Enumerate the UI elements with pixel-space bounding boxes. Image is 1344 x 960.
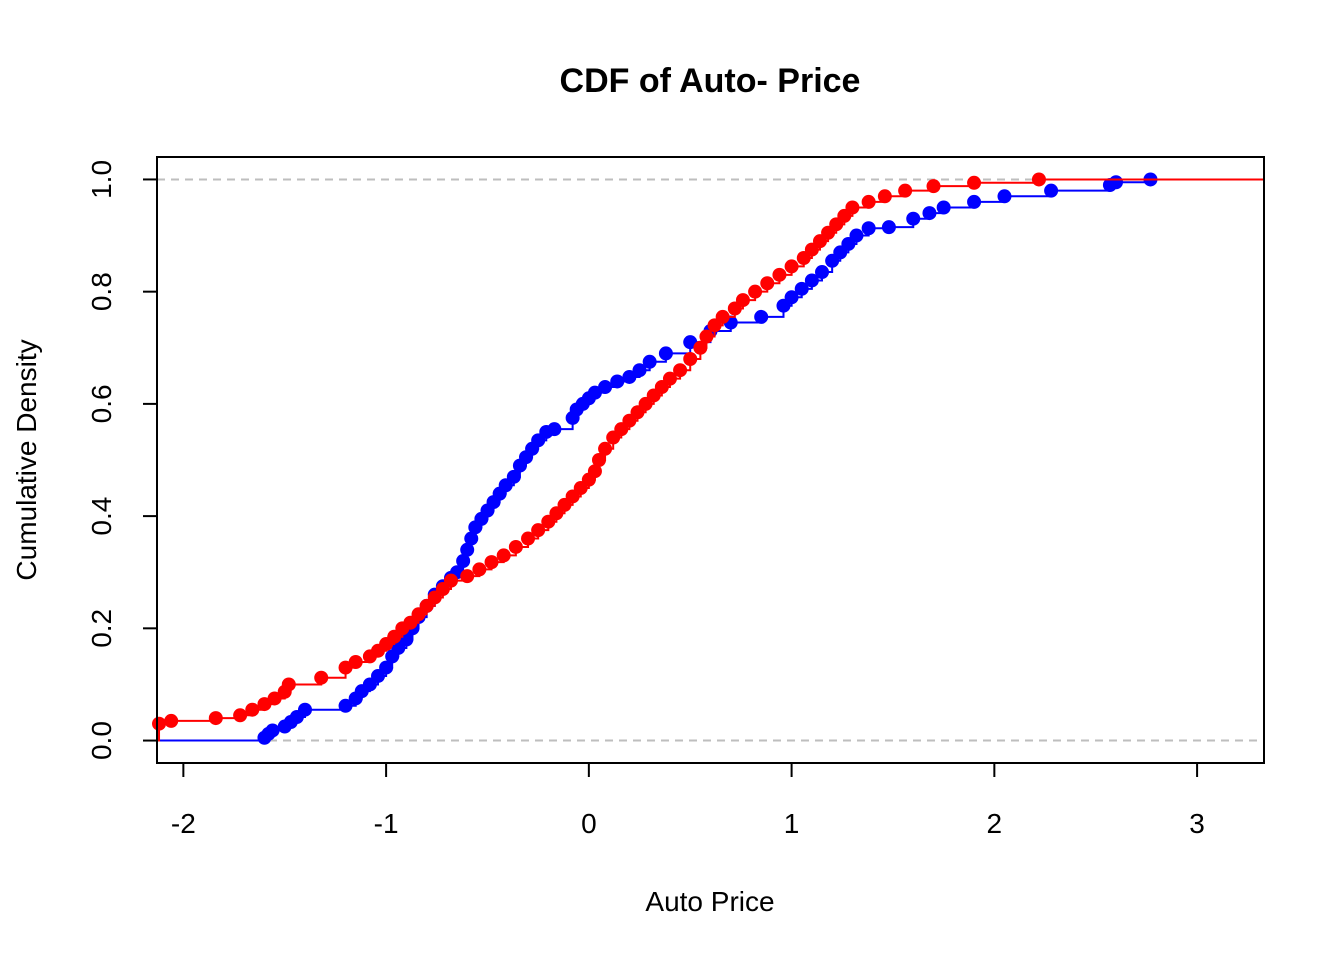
series-1-point-22 — [443, 573, 458, 588]
series-0-point-72 — [1108, 175, 1123, 190]
series-0-step-line — [157, 178, 1264, 742]
series-1-point-24 — [472, 562, 487, 577]
series-1-point-57 — [772, 267, 787, 282]
series-0-point-44 — [598, 380, 613, 395]
plot-frame — [156, 156, 1265, 764]
series-1-point-38 — [598, 441, 613, 456]
series-1-point-70 — [967, 175, 982, 190]
x-tick-label-0: -2 — [171, 808, 196, 839]
series-0-point-70 — [1044, 183, 1059, 198]
series-layer — [152, 172, 1264, 745]
series-1-point-55 — [748, 284, 763, 299]
series-1-point-50 — [699, 329, 714, 344]
series-1-point-46 — [662, 371, 677, 386]
series-1-point-65 — [845, 200, 860, 215]
x-tick-label-3: 1 — [784, 808, 800, 839]
series-0-point-65 — [906, 211, 921, 226]
series-1-point-1 — [164, 713, 179, 728]
series-1-point-23 — [460, 569, 475, 584]
series-1-point-49 — [693, 340, 708, 355]
y-tick-label-3: 0.6 — [86, 384, 117, 423]
series-1-point-69 — [926, 179, 941, 194]
series-0-point-38 — [547, 422, 562, 437]
series-0-point-49 — [658, 346, 673, 361]
y-axis: 0.0 0.2 0.4 0.6 0.8 1.0 — [86, 160, 157, 760]
series-1-point-26 — [496, 548, 511, 563]
series-0-point-23 — [456, 554, 471, 568]
series-0-point-67 — [936, 200, 951, 215]
series-1-point-27 — [508, 539, 523, 554]
series-0-point-69 — [997, 189, 1012, 204]
series-1-point-3 — [233, 708, 248, 723]
x-axis-label: Auto Price — [645, 886, 774, 917]
series-1-point-9 — [314, 670, 329, 685]
series-1-point-2 — [208, 711, 223, 726]
series-0-point-45 — [610, 374, 625, 389]
series-0-point-46 — [622, 369, 637, 384]
y-tick-label-2: 0.4 — [86, 497, 117, 536]
series-1-point-48 — [683, 352, 698, 366]
series-1-point-56 — [760, 276, 775, 291]
series-0-point-64 — [881, 220, 896, 235]
series-1-point-29 — [531, 523, 546, 538]
y-tick-label-5: 1.0 — [86, 160, 117, 199]
series-0-point-25 — [464, 531, 479, 546]
series-1-point-52 — [715, 309, 730, 324]
series-0-point-7 — [338, 698, 353, 713]
series-1-point-37 — [591, 453, 606, 467]
series-0-point-48 — [642, 354, 657, 369]
series-1 — [152, 172, 1264, 742]
series-1-point-11 — [348, 655, 363, 669]
series-1-point-6 — [267, 691, 282, 706]
series-1-point-25 — [484, 555, 499, 570]
x-tick-label-1: -1 — [374, 808, 399, 839]
chart-title: CDF of Auto- Price — [560, 62, 861, 100]
x-tick-label-5: 3 — [1189, 808, 1205, 839]
y-tick-label-4: 0.8 — [86, 272, 117, 311]
series-1-point-0 — [152, 716, 167, 731]
series-1-point-67 — [877, 189, 892, 204]
series-0-point-32 — [506, 469, 521, 484]
y-axis-label: Cumulative Density — [11, 339, 42, 580]
series-0-point-24 — [460, 542, 475, 557]
series-1-point-58 — [784, 259, 799, 274]
series-1-point-36 — [587, 464, 602, 479]
x-tick-label-2: 0 — [581, 808, 597, 839]
series-1-point-68 — [898, 183, 913, 198]
series-0-point-62 — [849, 228, 864, 243]
series-1-step-line — [157, 178, 1264, 742]
series-0-point-6 — [298, 702, 313, 717]
y-tick-label-1: 0.2 — [86, 609, 117, 648]
series-1-point-28 — [521, 531, 536, 546]
series-0-point-12 — [379, 660, 394, 675]
x-tick-label-4: 2 — [987, 808, 1003, 839]
series-0-point-53 — [754, 309, 769, 324]
series-0-point-68 — [967, 194, 982, 209]
series-0-point-66 — [922, 206, 937, 221]
y-tick-label-0: 0.0 — [86, 721, 117, 760]
series-1-point-66 — [861, 194, 876, 209]
reference-lines — [157, 178, 1264, 742]
series-0-point-63 — [861, 221, 876, 236]
series-0-point-55 — [784, 290, 799, 305]
series-0-point-58 — [815, 265, 830, 280]
series-1-point-4 — [245, 702, 260, 717]
series-0-point-56 — [794, 281, 809, 296]
series-1-point-71 — [1031, 172, 1046, 187]
series-0-point-57 — [804, 273, 819, 288]
x-axis: -2 -1 0 1 2 3 — [171, 763, 1205, 839]
series-1-point-54 — [735, 293, 750, 308]
series-0 — [157, 172, 1264, 745]
series-0-point-2 — [265, 723, 280, 738]
series-1-point-8 — [281, 677, 296, 692]
series-0-point-47 — [632, 363, 647, 378]
series-1-point-47 — [673, 363, 688, 378]
